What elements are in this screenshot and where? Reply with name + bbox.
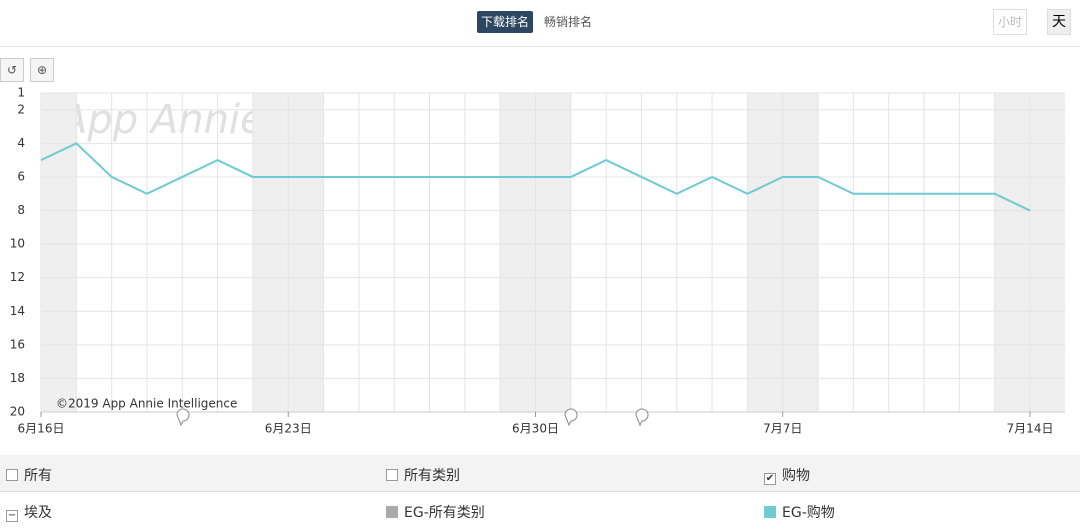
filter-row: − 埃及 EG-所有类别 EG-购物 <box>0 492 1080 528</box>
y-tick-label: 8 <box>17 203 25 217</box>
legend-label: EG-所有类别 <box>404 505 485 521</box>
y-tick-label: 10 <box>10 237 25 251</box>
reset-button[interactable]: ↺ <box>0 58 24 82</box>
x-tick-label: 6月16日 <box>18 422 65 436</box>
y-tick-label: 18 <box>10 371 25 385</box>
y-tick-label: 16 <box>10 337 25 351</box>
tab[interactable]: 畅销排名 <box>544 15 593 29</box>
y-tick-label: 1 <box>17 86 25 100</box>
legend-item[interactable]: EG-所有类别 <box>386 502 485 522</box>
legend-swatch <box>386 506 398 518</box>
filter-label: 埃及 <box>24 505 52 521</box>
weekend-band <box>41 93 76 412</box>
y-tick-label: 6 <box>17 169 25 183</box>
watermark: App Annie <box>57 97 265 143</box>
filter[interactable]: 所有类别 <box>386 465 460 485</box>
x-tick-label: 6月30日 <box>512 422 559 436</box>
filter-row: 所有 所有类别 ✔ 购物 <box>0 455 1080 492</box>
y-tick-label: 20 <box>10 405 25 419</box>
filter-label: 购物 <box>782 468 810 484</box>
x-tick-label: 7月7日 <box>763 422 802 436</box>
x-tick-label: 6月23日 <box>265 422 312 436</box>
legend-item[interactable]: EG-购物 <box>764 502 835 522</box>
annotation-icon <box>635 408 649 427</box>
filter-label: 所有类别 <box>404 468 460 484</box>
granularity-button[interactable]: 天 <box>1047 9 1071 35</box>
annotation-icon <box>564 408 578 427</box>
copyright: ©2019 App Annie Intelligence <box>56 397 237 411</box>
filter[interactable]: ✔ 购物 <box>764 468 810 485</box>
legend-label: EG-购物 <box>782 505 835 521</box>
top-bar: 下载排名 畅销排名 小时 天 <box>0 0 1080 47</box>
zoom-button[interactable]: ⊕ <box>30 58 54 82</box>
granularity-button[interactable]: 小时 <box>993 9 1028 35</box>
annotation-icon <box>176 408 190 427</box>
filter-label: 所有 <box>24 468 52 484</box>
x-tick-label: 7月14日 <box>1007 422 1054 436</box>
series-line <box>40 142 1031 212</box>
y-tick-label: 4 <box>17 136 25 150</box>
legend-swatch <box>764 506 776 518</box>
filter[interactable]: 所有 <box>6 465 52 485</box>
y-tick-label: 14 <box>10 304 25 318</box>
y-tick-label: 12 <box>10 270 25 284</box>
tab[interactable]: 下载排名 <box>477 11 534 33</box>
y-tick-label: 2 <box>17 102 25 116</box>
filter[interactable]: − 埃及 <box>6 505 52 522</box>
